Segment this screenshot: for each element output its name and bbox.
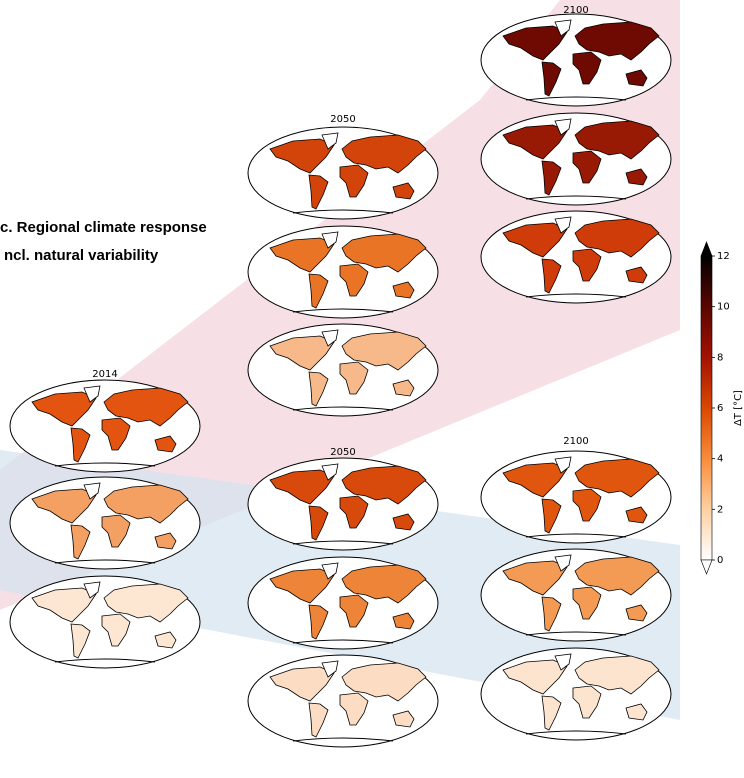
title-line: ncl. natural variability [4, 247, 159, 264]
world-map [481, 451, 671, 543]
world-map [248, 127, 438, 219]
panel-title: 2050 [330, 447, 355, 458]
world-map [248, 655, 438, 747]
world-map [10, 477, 200, 569]
panel-title: 2100 [563, 436, 588, 447]
world-map [248, 324, 438, 416]
colorbar-tick-label: 12 [717, 251, 730, 262]
world-map [10, 380, 200, 472]
colorbar: 0 2 4 6 8 10 12 [701, 242, 730, 574]
world-map [248, 458, 438, 550]
panel-title: 2014 [92, 369, 117, 380]
figure: c. Regional climate response ncl. natura… [0, 0, 744, 778]
world-map [248, 557, 438, 649]
world-map [481, 113, 671, 205]
colorbar-tick-label: 8 [717, 352, 723, 363]
title-line: c. Regional climate response [0, 219, 207, 236]
colorbar-extend [701, 242, 712, 256]
colorbar-tick-label: 0 [717, 555, 723, 566]
colorbar-tick-label: 4 [717, 454, 723, 465]
colorbar-body [701, 256, 712, 560]
panel-title: 2100 [563, 5, 588, 16]
panel-title: 2050 [330, 114, 355, 125]
colorbar-extend [701, 560, 712, 574]
colorbar-tick-label: 6 [717, 403, 723, 414]
colorbar-tick-label: 2 [717, 504, 723, 515]
world-map [481, 549, 671, 641]
world-map [10, 576, 200, 668]
colorbar-tick-label: 10 [717, 302, 730, 313]
world-map [481, 648, 671, 740]
colorbar-label: ΔT [°C] [733, 390, 744, 426]
world-map [481, 14, 671, 106]
world-map [248, 226, 438, 318]
world-map [481, 211, 671, 303]
